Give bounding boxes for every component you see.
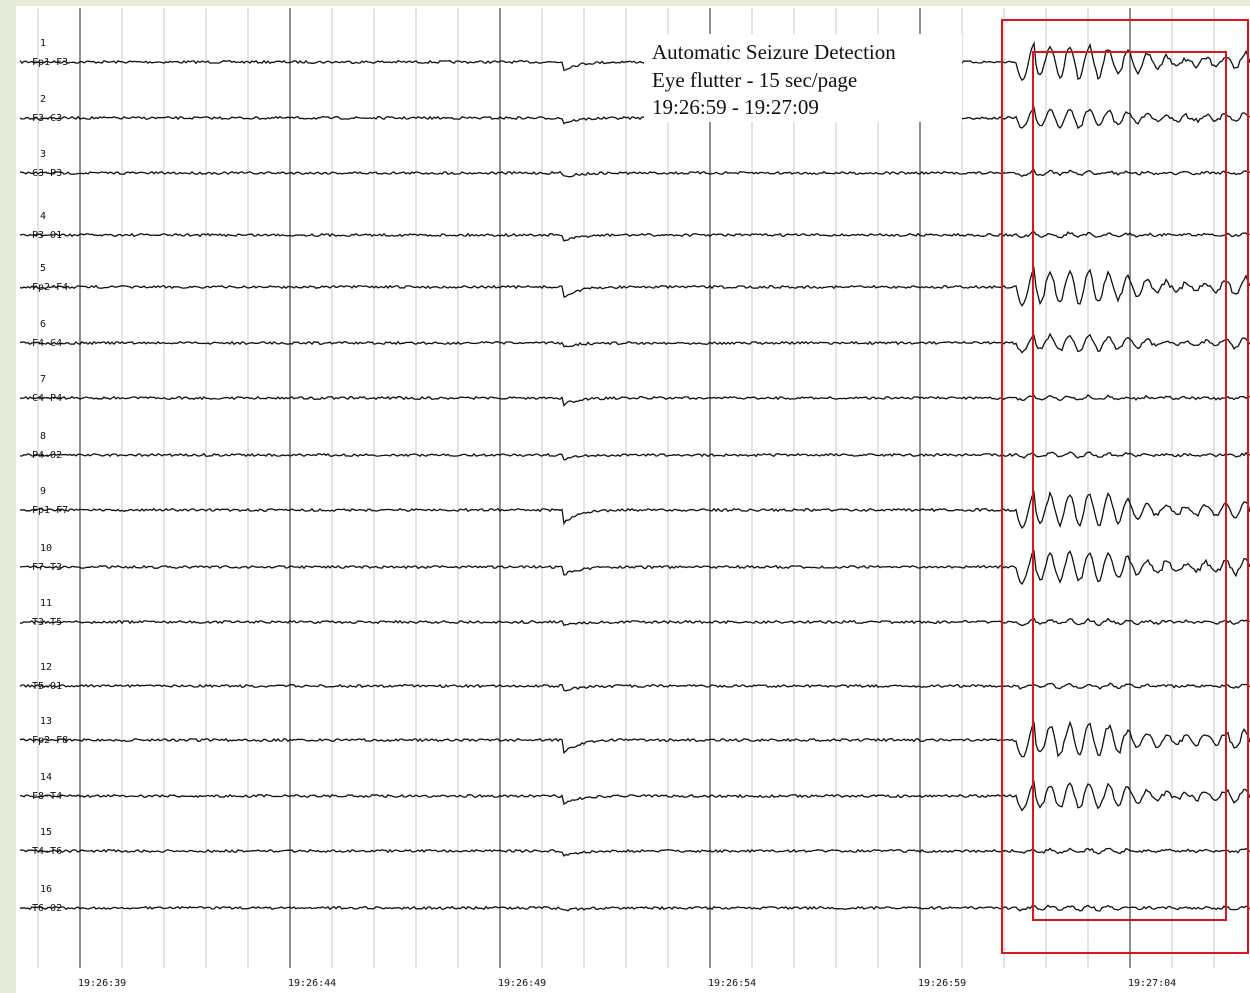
annotation-background xyxy=(644,34,962,122)
channel-number: 1 xyxy=(40,38,46,49)
left-margin xyxy=(0,0,16,993)
time-label: 19:26:54 xyxy=(708,978,756,989)
channel-label: P3-O1 xyxy=(32,230,62,241)
detection-box-outer xyxy=(1001,19,1249,954)
top-margin xyxy=(0,0,1250,6)
eeg-trace xyxy=(19,230,1250,242)
channel-label: C3-P3 xyxy=(32,168,62,179)
channel-number: 3 xyxy=(40,149,46,160)
eeg-trace xyxy=(20,168,1250,178)
channel-number: 2 xyxy=(40,94,46,105)
time-label: 19:26:49 xyxy=(498,978,546,989)
time-label: 19:27:04 xyxy=(1128,978,1176,989)
channel-number: 8 xyxy=(40,431,46,442)
channel-number: 9 xyxy=(40,486,46,497)
channel-label: T4-T6 xyxy=(32,846,62,857)
eeg-trace xyxy=(19,332,1250,354)
eeg-trace xyxy=(19,490,1250,529)
eeg-trace xyxy=(19,779,1250,812)
channel-number: 13 xyxy=(40,716,52,727)
detection-box-inner xyxy=(1032,51,1227,921)
channel-number: 10 xyxy=(40,543,52,554)
eeg-trace xyxy=(19,451,1250,461)
channel-number: 4 xyxy=(40,211,46,222)
eeg-trace xyxy=(19,720,1250,758)
channel-label: F8-T4 xyxy=(32,791,62,802)
eeg-trace xyxy=(19,847,1250,857)
annotation-line: Automatic Seizure Detection xyxy=(652,40,896,64)
time-axis: 19:26:39 19:26:44 19:26:49 19:26:54 19:26:59… xyxy=(78,978,1176,989)
channel-label: T6-O2 xyxy=(32,903,62,914)
eeg-trace xyxy=(19,106,1250,130)
eeg-trace xyxy=(19,40,1250,82)
channel-labels: 1 Fp1-F3 2 F3-C3 3 C3-P3 4 P3-O1 5 Fp2-F4 6 F4-C4 7 C… xyxy=(32,38,68,914)
channel-label: Fp2-F8 xyxy=(32,735,68,746)
annotation-line: Eye flutter - 15 sec/page xyxy=(652,68,857,92)
channel-number: 12 xyxy=(40,662,52,673)
channel-number: 6 xyxy=(40,319,46,330)
channel-label: F3-C3 xyxy=(32,113,62,124)
channel-number: 5 xyxy=(40,263,46,274)
eeg-trace xyxy=(19,266,1250,307)
channel-label: T3-T5 xyxy=(32,617,62,628)
eeg-trace xyxy=(19,904,1250,912)
channel-label: P4-O2 xyxy=(32,450,62,461)
channel-number: 16 xyxy=(40,884,52,895)
time-label: 19:26:44 xyxy=(288,978,336,989)
channel-label: T5-O1 xyxy=(32,681,62,692)
channel-label: F7-T3 xyxy=(32,562,62,573)
channel-number: 7 xyxy=(40,374,46,385)
grid xyxy=(37,8,1215,968)
channel-label: Fp1-F3 xyxy=(32,57,68,68)
time-label: 19:26:59 xyxy=(918,978,966,989)
channel-label: C4-P4 xyxy=(32,393,62,404)
channel-label: F4-C4 xyxy=(32,338,62,349)
time-label: 19:26:39 xyxy=(78,978,126,989)
eeg-trace xyxy=(19,549,1250,586)
channel-number: 11 xyxy=(40,598,52,609)
annotation-line: 19:26:59 - 19:27:09 xyxy=(652,95,819,119)
traces xyxy=(19,40,1250,912)
channel-number: 14 xyxy=(40,772,52,783)
eeg-trace xyxy=(19,617,1250,627)
eeg-trace xyxy=(19,682,1250,692)
channel-label: Fp1-F7 xyxy=(32,505,68,516)
eeg-trace xyxy=(19,393,1250,407)
channel-number: 15 xyxy=(40,827,52,838)
channel-label: Fp2-F4 xyxy=(32,282,68,293)
